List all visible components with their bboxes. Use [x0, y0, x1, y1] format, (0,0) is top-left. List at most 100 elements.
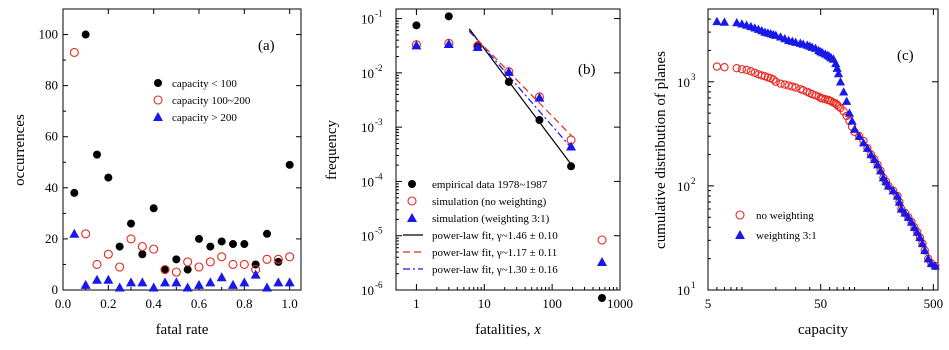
data-point-c — [737, 65, 747, 74]
x-axis-label-c: capacity — [798, 322, 848, 338]
data-point-c — [915, 232, 925, 242]
legend-sample-marker-b — [597, 235, 607, 245]
data-point-c — [875, 166, 886, 175]
data-point-c — [896, 204, 906, 213]
legend-a: capacity < 100 capacity 100~200 capacity >… — [153, 78, 251, 124]
data-point-a — [228, 259, 238, 270]
data-point-a — [194, 279, 204, 289]
data-point-b — [472, 41, 483, 51]
fit-line-b — [468, 30, 574, 150]
x-tick-label-a: 0.2 — [100, 296, 116, 311]
y-tick-label-a: 20 — [45, 231, 58, 246]
x-tick-label-b: 1000 — [607, 296, 633, 311]
data-point-c — [732, 18, 742, 27]
data-point-c — [900, 208, 910, 217]
data-point-c — [732, 64, 741, 73]
y-tick-exponent-b: -6 — [375, 280, 383, 290]
legend-entry-b: power-law fit, γ~1.46 ± 0.10 — [432, 230, 558, 242]
data-point-a — [70, 188, 79, 197]
data-point-a — [81, 229, 91, 239]
panel-label-b: (b) — [578, 62, 596, 78]
x-tick-label-b: 10 — [478, 296, 491, 311]
data-point-c — [883, 181, 894, 190]
data-point-b — [534, 92, 545, 102]
data-point-a — [103, 274, 114, 284]
data-point-a — [161, 265, 169, 274]
y-tick-label-b: 10 — [361, 229, 374, 244]
data-point-a — [217, 237, 226, 246]
x-axis-label-a: fatal rate — [156, 322, 209, 338]
data-point-c — [791, 83, 800, 92]
data-point-a — [183, 265, 192, 274]
data-point-c — [844, 108, 855, 117]
legend-marker-a — [153, 112, 163, 121]
y-axis-label-a: occurrences — [12, 114, 28, 186]
data-point-a — [273, 277, 284, 287]
data-point-c — [832, 63, 842, 72]
legend-marker-a — [154, 79, 162, 87]
y-tick-exponent-c: 1 — [691, 280, 696, 290]
data-point-b — [444, 12, 453, 21]
plot-frame-c — [707, 8, 939, 291]
data-point-c — [894, 197, 905, 206]
data-point-c — [892, 191, 903, 200]
data-point-a — [171, 267, 181, 277]
y-tick-label-c: 10 — [677, 75, 690, 90]
data-point-c — [858, 138, 869, 147]
legend-entry-b: empirical data 1978~1987 — [432, 179, 548, 191]
data-point-a — [80, 279, 91, 289]
legend-entry-b: power-law fit, γ~1.17 ± 0.11 — [432, 247, 557, 259]
data-point-c — [776, 79, 785, 88]
data-point-b — [535, 116, 544, 125]
data-point-a — [182, 282, 193, 292]
plot-frame-a — [62, 8, 302, 291]
y-tick-label-c: 10 — [677, 179, 690, 194]
y-tick-label-a: 0 — [52, 282, 59, 297]
data-point-c — [839, 87, 849, 96]
data-point-b — [566, 141, 577, 151]
y-tick-exponent-b: -4 — [375, 171, 383, 181]
data-point-b — [567, 162, 576, 171]
data-point-a — [250, 269, 261, 279]
data-point-c — [831, 58, 841, 68]
x-axis-label-b-text: fatalities, — [475, 322, 534, 338]
data-point-c — [847, 116, 857, 125]
data-point-c — [833, 68, 844, 78]
data-point-a — [217, 252, 227, 262]
data-point-a — [285, 160, 294, 169]
data-point-a — [126, 277, 136, 287]
fit-line-b — [468, 28, 574, 167]
legend-entry-b: power-law fit, γ~1.30 ± 0.16 — [432, 264, 558, 276]
data-point-c — [720, 63, 729, 72]
data-point-a — [92, 259, 102, 270]
data-point-c — [920, 245, 930, 255]
y-tick-exponent-b: -5 — [375, 226, 383, 236]
data-point-a — [69, 228, 80, 238]
data-point-c — [930, 261, 940, 270]
legend-marker-b — [407, 196, 417, 206]
data-point-a — [92, 274, 102, 284]
data-point-a — [69, 47, 79, 57]
data-point-a — [160, 277, 170, 287]
data-point-c — [917, 238, 928, 248]
data-point-a — [194, 262, 204, 272]
data-point-c — [872, 160, 883, 169]
panel-a: 0.0 0.2 0.4 0.6 0.8 1.0 0 20 40 60 80 100 (a) fatal… — [12, 8, 302, 338]
data-point-a — [148, 282, 159, 292]
data-point-c — [769, 75, 778, 84]
x-tick-label-a: 1.0 — [282, 296, 298, 311]
data-point-a — [93, 150, 101, 159]
legend-entry-b: simulation (no weighting) — [432, 196, 547, 208]
data-point-c — [712, 62, 722, 71]
y-tick-label-a: 100 — [39, 27, 59, 42]
data-point-a — [205, 257, 215, 267]
data-point-a — [239, 277, 250, 287]
data-point-a — [285, 252, 295, 262]
data-point-a — [172, 255, 181, 264]
y-tick-label-a: 60 — [45, 129, 58, 144]
legend-marker-c — [735, 210, 745, 220]
y-tick-label-b: 10 — [361, 174, 374, 189]
data-point-c — [842, 96, 852, 105]
data-point-b — [503, 66, 514, 76]
x-axis-label-b-var: x — [533, 322, 541, 338]
